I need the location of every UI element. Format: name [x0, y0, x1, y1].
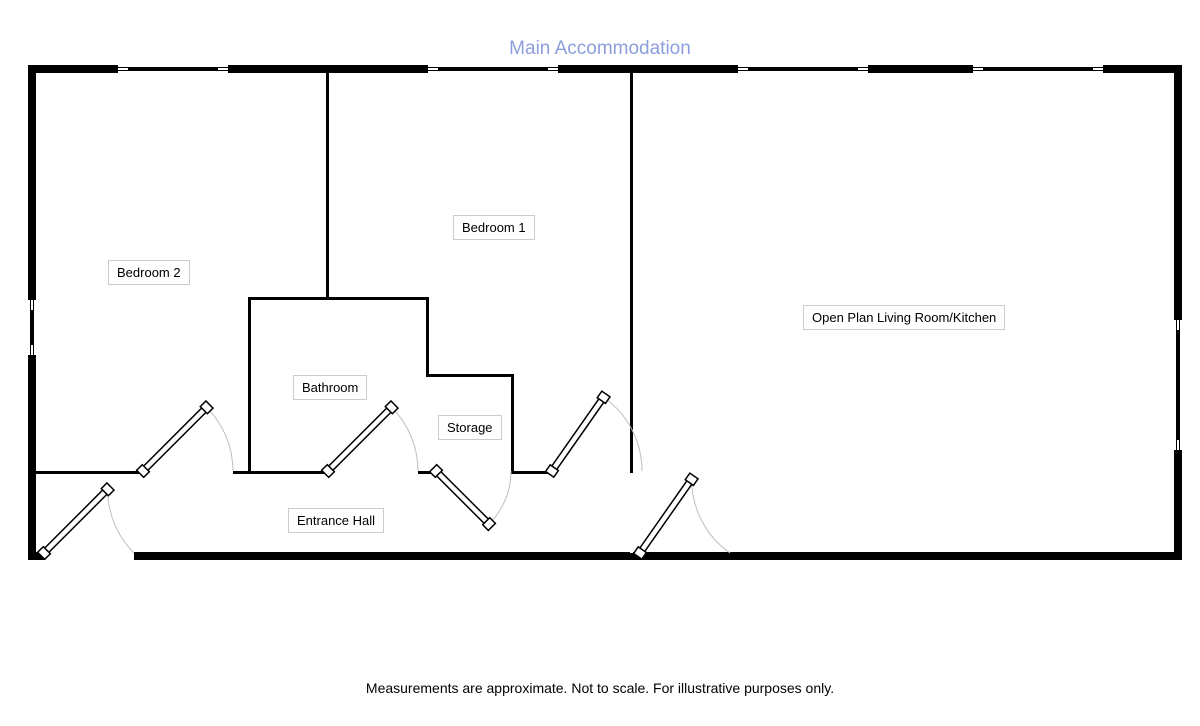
plan-footer: Measurements are approximate. Not to sca…: [366, 680, 834, 696]
door-arc-living-door: [692, 479, 730, 553]
floor-plan: Bedroom 2 Bedroom 1 Bathroom Storage Entranc…: [28, 65, 1182, 560]
door-leaf-bed1-door: [546, 391, 610, 477]
door-leaf-entrance-door: [38, 483, 114, 559]
door-arc-bed1-door: [604, 397, 642, 471]
doors-layer: [28, 65, 1182, 560]
door-arc-entrance-door: [108, 489, 134, 553]
door-leaf-living-door: [634, 473, 698, 559]
door-leaf-bathroom-door: [322, 401, 398, 477]
door-leaf-bed2-door: [137, 401, 213, 477]
door-arc-bathroom-door: [392, 407, 418, 471]
label-storage: Storage: [438, 415, 502, 440]
label-bedroom1: Bedroom 1: [453, 215, 535, 240]
plan-title: Main Accommodation: [509, 38, 691, 60]
door-arc-storage-door: [489, 471, 511, 524]
label-entrance: Entrance Hall: [288, 508, 384, 533]
label-living: Open Plan Living Room/Kitchen: [803, 305, 1005, 330]
door-leaf-storage-door: [430, 465, 496, 531]
door-arc-bed2-door: [207, 407, 233, 471]
label-bedroom2: Bedroom 2: [108, 260, 190, 285]
label-bathroom: Bathroom: [293, 375, 367, 400]
